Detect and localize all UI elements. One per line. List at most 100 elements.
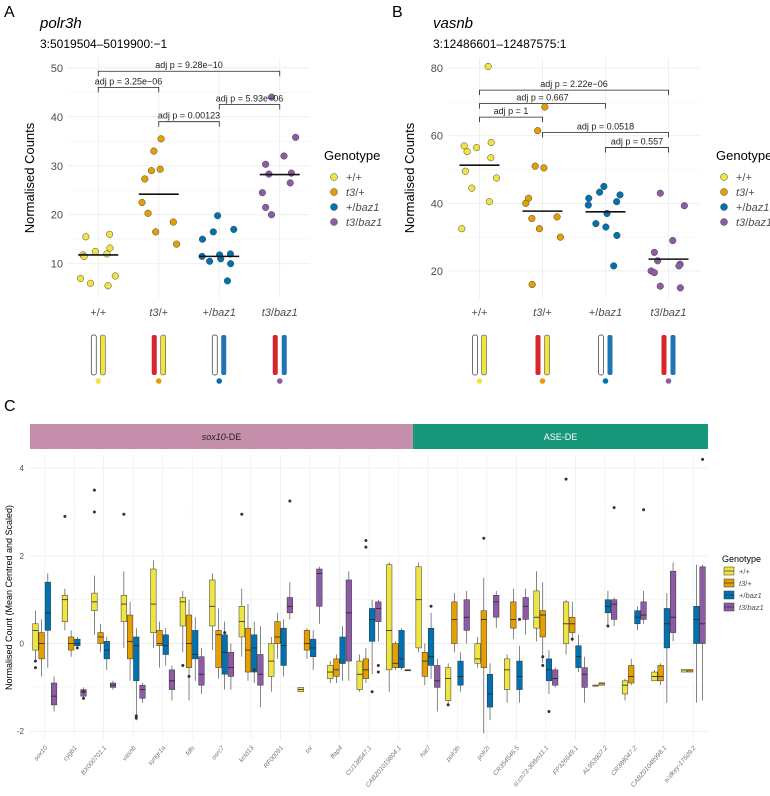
data-point bbox=[553, 213, 561, 221]
data-point bbox=[522, 199, 530, 207]
outlier-point bbox=[223, 631, 227, 635]
box-iqr bbox=[215, 630, 222, 668]
significance-bracket bbox=[479, 103, 606, 109]
data-point bbox=[610, 262, 618, 270]
boxplot bbox=[415, 562, 422, 653]
data-point bbox=[528, 280, 536, 289]
y-tick-label: 40 bbox=[51, 112, 63, 124]
data-point bbox=[680, 202, 688, 210]
box-iqr bbox=[621, 680, 629, 695]
genotype-chromosome-icon bbox=[151, 334, 166, 384]
panel-letter-a: A bbox=[4, 4, 15, 21]
box-iqr bbox=[303, 630, 310, 651]
panel-b-coords: 3:12486601–12487575:1 bbox=[433, 37, 567, 51]
data-point bbox=[585, 194, 593, 202]
legend-swatch bbox=[720, 173, 728, 181]
boxplot bbox=[50, 676, 58, 712]
outlier-point bbox=[134, 716, 138, 720]
box-iqr bbox=[693, 606, 700, 644]
data-point bbox=[173, 240, 181, 248]
boxplot bbox=[516, 645, 523, 703]
gene-tick-label: FP326649.1 bbox=[552, 744, 580, 776]
chromosome-right bbox=[160, 334, 166, 376]
box-iqr bbox=[670, 570, 677, 633]
boxplot bbox=[510, 588, 517, 640]
data-point bbox=[138, 198, 146, 207]
outlier-point bbox=[187, 674, 191, 678]
boxplot bbox=[680, 669, 688, 673]
legend-swatch bbox=[330, 203, 338, 211]
boxplot bbox=[74, 636, 81, 648]
box-iqr bbox=[251, 634, 258, 673]
data-point bbox=[91, 247, 99, 256]
box-iqr bbox=[463, 599, 470, 631]
box-iqr bbox=[150, 568, 157, 633]
data-point bbox=[223, 277, 231, 285]
box-iqr bbox=[552, 669, 559, 686]
gene-tick-label: CU138547.1 bbox=[345, 744, 374, 777]
outlier-point bbox=[33, 659, 37, 663]
legend-a-title: Genotype bbox=[324, 148, 380, 163]
x-tick-label: +/baz1 bbox=[203, 307, 236, 319]
boxplot bbox=[120, 571, 127, 648]
gene-tick-label: cygb1 bbox=[62, 745, 79, 763]
gene-tick-label: ffap4 bbox=[329, 745, 344, 761]
boxplot bbox=[634, 606, 641, 631]
data-point bbox=[458, 225, 466, 233]
y-tick-label: 20 bbox=[51, 210, 63, 222]
boxplot bbox=[457, 652, 464, 692]
data-point bbox=[156, 165, 164, 173]
genotype-chromosome-icon bbox=[90, 334, 106, 384]
significance-bracket bbox=[542, 131, 669, 138]
box-iqr bbox=[120, 595, 127, 622]
legend-swatch bbox=[330, 188, 338, 196]
genotype-dot bbox=[95, 378, 102, 384]
boxplot bbox=[280, 619, 287, 677]
outlier-point bbox=[446, 703, 450, 707]
data-point bbox=[227, 260, 235, 268]
boxplot bbox=[227, 643, 234, 690]
box-iqr bbox=[162, 634, 169, 655]
box-iqr bbox=[457, 660, 464, 686]
boxplot bbox=[663, 593, 670, 703]
box-iqr bbox=[74, 638, 81, 646]
data-point bbox=[144, 209, 152, 217]
legend-swatch bbox=[720, 203, 728, 211]
panel-letter-b: B bbox=[392, 4, 403, 21]
significance-label: adj p = 5.93e−06 bbox=[216, 94, 284, 104]
boxplot bbox=[32, 610, 39, 662]
box-iqr bbox=[504, 658, 511, 690]
data-point bbox=[106, 244, 114, 252]
outlier-point bbox=[606, 624, 610, 628]
data-point bbox=[492, 174, 501, 182]
chromosome-right bbox=[544, 334, 550, 376]
outlier-point bbox=[482, 536, 486, 540]
legend-panel-c: Genotype +/+ t3/+ +/baz1 t3/baz1 bbox=[722, 554, 764, 612]
outlier-point bbox=[370, 690, 374, 694]
data-point bbox=[147, 167, 155, 175]
outlier-point bbox=[701, 457, 705, 461]
box-iqr bbox=[97, 632, 104, 644]
box-iqr bbox=[280, 627, 287, 666]
data-point bbox=[280, 152, 288, 160]
legend-label: +/+ bbox=[739, 567, 750, 576]
data-point bbox=[150, 147, 158, 155]
box-iqr bbox=[663, 608, 670, 649]
box-iqr bbox=[38, 632, 45, 660]
box-iqr bbox=[168, 669, 176, 690]
gene-tick-label: vasnb bbox=[121, 745, 138, 763]
boxplot bbox=[168, 665, 176, 701]
boxplot bbox=[545, 650, 553, 694]
y-tick-label: 4 bbox=[20, 464, 25, 473]
boxplot bbox=[504, 654, 511, 703]
gene-tick-label: sox10 bbox=[33, 745, 50, 763]
legend-label: t3/baz1 bbox=[736, 217, 770, 229]
data-point bbox=[676, 284, 684, 292]
gene-tick-label: tnr bbox=[304, 744, 315, 755]
panel-c-plot: sox10-DE ASE-DE -2 0 2 4 Normalised Count (Mea… bbox=[4, 424, 708, 789]
data-point bbox=[656, 282, 664, 290]
boxplot bbox=[621, 678, 629, 701]
boxplot bbox=[274, 612, 281, 659]
outlier-point bbox=[240, 512, 244, 516]
